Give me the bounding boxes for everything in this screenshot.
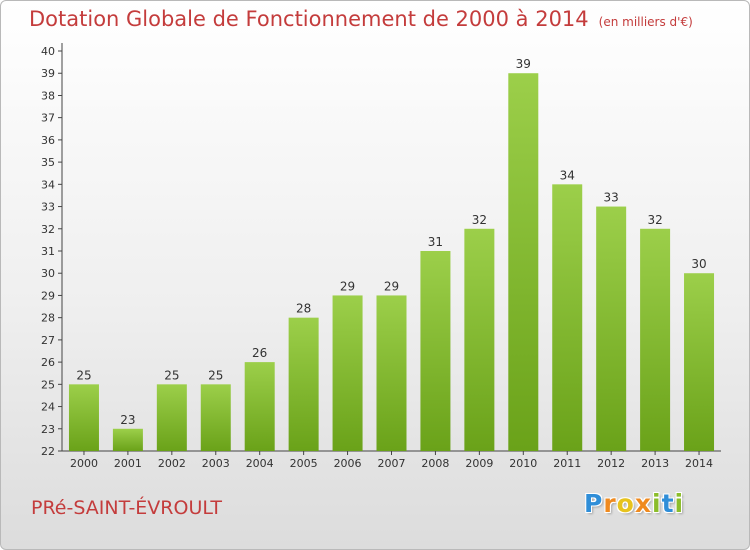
logo-letter: i <box>674 489 685 518</box>
chart-title: Dotation Globale de Fonctionnement de 20… <box>29 7 589 31</box>
x-tick-label: 2004 <box>246 457 274 470</box>
bar-value-label: 32 <box>472 213 487 227</box>
logo-letter: i <box>652 489 662 518</box>
x-tick-label: 2013 <box>641 457 669 470</box>
bar <box>684 273 715 451</box>
bar-value-label: 29 <box>384 279 399 293</box>
bar <box>376 295 407 451</box>
x-tick-label: 2002 <box>158 457 186 470</box>
bar-value-label: 39 <box>516 57 531 71</box>
y-tick-label: 27 <box>41 334 55 347</box>
bar-value-label: 33 <box>604 191 619 205</box>
x-tick-label: 2005 <box>290 457 318 470</box>
x-tick-label: 2010 <box>509 457 537 470</box>
y-tick-label: 26 <box>41 356 55 369</box>
x-tick-label: 2014 <box>685 457 713 470</box>
y-tick-label: 28 <box>41 312 55 325</box>
logo-letter: r <box>603 489 617 518</box>
x-tick-label: 2001 <box>114 457 142 470</box>
x-tick-label: 2008 <box>421 457 449 470</box>
bar-value-label: 32 <box>647 213 662 227</box>
x-tick-label: 2009 <box>465 457 493 470</box>
bar <box>112 428 143 451</box>
x-tick-label: 2006 <box>334 457 362 470</box>
y-tick-label: 40 <box>41 45 55 58</box>
x-tick-label: 2012 <box>597 457 625 470</box>
bar <box>332 295 363 451</box>
y-tick-label: 31 <box>41 245 55 258</box>
bar-value-label: 26 <box>252 346 267 360</box>
y-tick-label: 35 <box>41 156 55 169</box>
y-tick-label: 38 <box>41 89 55 102</box>
title-row: Dotation Globale de Fonctionnement de 20… <box>29 7 693 31</box>
bar-value-label: 31 <box>428 235 443 249</box>
y-tick-label: 39 <box>41 67 55 80</box>
x-tick-label: 2007 <box>378 457 406 470</box>
bar-value-label: 29 <box>340 279 355 293</box>
bar-value-label: 25 <box>164 368 179 382</box>
y-tick-label: 22 <box>41 445 55 458</box>
bar-value-label: 30 <box>691 257 706 271</box>
bar-value-label: 34 <box>560 168 575 182</box>
logo-letter: o <box>616 489 635 518</box>
bar-value-label: 28 <box>296 302 311 316</box>
y-tick-label: 34 <box>41 178 55 191</box>
logo-letter: P <box>584 489 604 518</box>
logo-letter: t <box>661 489 675 518</box>
bar <box>156 384 187 451</box>
x-tick-label: 2003 <box>202 457 230 470</box>
bar <box>552 184 583 452</box>
y-tick-label: 33 <box>41 201 55 214</box>
chart-subtitle: (en milliers d'€) <box>598 15 693 29</box>
bar <box>464 228 495 451</box>
bar-value-label: 25 <box>76 368 91 382</box>
bar <box>420 251 451 451</box>
y-tick-label: 30 <box>41 267 55 280</box>
y-tick-label: 37 <box>41 112 55 125</box>
bar <box>68 384 99 451</box>
y-tick-label: 25 <box>41 378 55 391</box>
y-tick-label: 32 <box>41 223 55 236</box>
y-tick-label: 36 <box>41 134 55 147</box>
logo-letter: x <box>634 489 652 518</box>
bar <box>508 73 539 451</box>
y-tick-label: 24 <box>41 401 55 414</box>
commune-name: PRé-SAINT-ÉVROULT <box>31 497 222 519</box>
bar-value-label: 23 <box>120 413 135 427</box>
bar <box>596 206 627 451</box>
x-tick-label: 2011 <box>553 457 581 470</box>
x-tick-label: 2000 <box>70 457 98 470</box>
bar <box>244 362 275 451</box>
bar <box>640 228 671 451</box>
bar <box>200 384 231 451</box>
y-tick-label: 29 <box>41 289 55 302</box>
bar-value-label: 25 <box>208 368 223 382</box>
y-tick-label: 23 <box>41 423 55 436</box>
bar <box>288 317 319 451</box>
proxiti-logo: Proxiti <box>584 489 684 518</box>
